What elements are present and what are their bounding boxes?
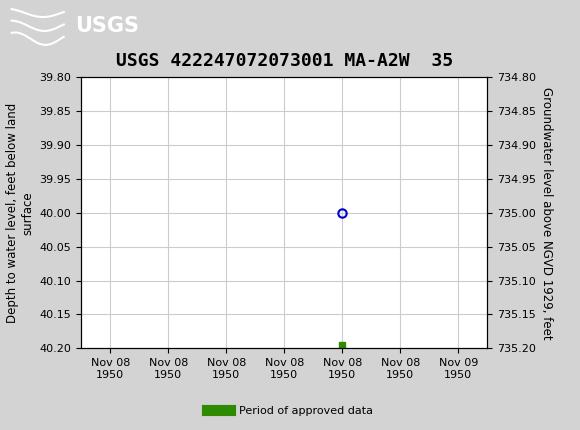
Text: USGS: USGS <box>75 16 139 36</box>
Y-axis label: Groundwater level above NGVD 1929, feet: Groundwater level above NGVD 1929, feet <box>539 86 553 339</box>
Y-axis label: Depth to water level, feet below land
surface: Depth to water level, feet below land su… <box>6 103 34 323</box>
Legend: Period of approved data: Period of approved data <box>203 401 377 420</box>
Title: USGS 422247072073001 MA-A2W  35: USGS 422247072073001 MA-A2W 35 <box>115 52 453 70</box>
